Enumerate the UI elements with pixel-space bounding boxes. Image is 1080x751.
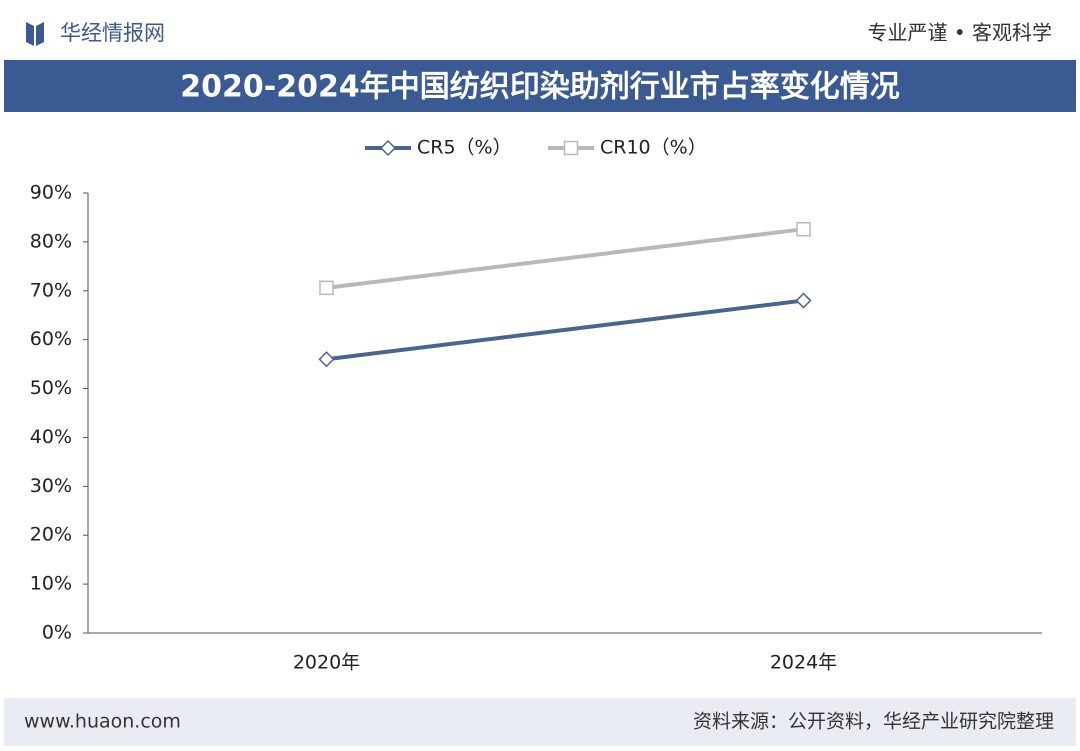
plot: 0% 10% 20% 30% 40% 50% 60% 70% 80% 90% 2020年 2024年 C…	[30, 137, 1042, 674]
logo-icon	[26, 22, 44, 46]
y-tick-label: 80%	[30, 230, 72, 252]
x-tick-label: 2020年	[293, 652, 360, 674]
point	[319, 280, 334, 296]
series-line	[326, 298, 804, 362]
point	[318, 351, 335, 368]
footer-website: www.huaon.com	[24, 711, 181, 733]
point	[796, 221, 811, 237]
y-tick-label: 0%	[42, 622, 72, 644]
legend-label: CR10（%）	[600, 137, 707, 159]
legend-marker	[563, 140, 579, 156]
point	[795, 292, 812, 309]
legend-label: CR5（%）	[417, 137, 512, 159]
y-tick-label: 70%	[30, 279, 72, 301]
y-tick-label: 40%	[30, 426, 72, 448]
x-tick-label: 2024年	[770, 652, 837, 674]
y-tick-label: 20%	[30, 524, 72, 546]
y-tick-label: 60%	[30, 328, 72, 350]
logo-text: 华经情报网	[60, 21, 165, 45]
legend-marker	[379, 139, 397, 157]
footer-band	[4, 698, 1076, 746]
chart-title: 2020-2024年中国纺织印染助剂行业市占率变化情况	[180, 70, 899, 105]
y-tick-label: 10%	[30, 573, 72, 595]
y-tick-label: 90%	[30, 182, 72, 204]
footer-source: 资料来源：公开资料，华经产业研究院整理	[693, 711, 1054, 733]
title-band	[4, 60, 1076, 112]
slogan: 专业严谨 • 客观科学	[867, 21, 1052, 45]
y-tick-label: 30%	[30, 475, 72, 497]
series-line	[326, 227, 804, 290]
y-tick-label: 50%	[30, 377, 72, 399]
